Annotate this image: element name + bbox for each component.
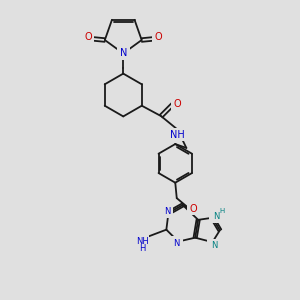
Bar bbox=[160, 205, 173, 218]
Text: NH: NH bbox=[170, 130, 185, 140]
Text: O: O bbox=[173, 99, 181, 109]
Text: O: O bbox=[155, 32, 162, 42]
Bar bbox=[171, 97, 184, 110]
Text: N: N bbox=[174, 238, 180, 247]
Bar bbox=[117, 47, 130, 60]
Text: N: N bbox=[120, 48, 127, 59]
Bar bbox=[209, 210, 223, 223]
Bar bbox=[81, 31, 94, 44]
Bar bbox=[136, 235, 149, 248]
Text: N: N bbox=[213, 212, 219, 221]
Text: O: O bbox=[84, 32, 92, 42]
Text: N: N bbox=[211, 241, 217, 250]
Bar bbox=[207, 238, 220, 252]
Bar bbox=[170, 236, 183, 250]
Text: H: H bbox=[140, 244, 146, 253]
Text: H: H bbox=[219, 208, 225, 214]
Bar bbox=[171, 128, 184, 141]
Text: NH: NH bbox=[136, 237, 149, 246]
Bar bbox=[187, 202, 200, 215]
Text: N: N bbox=[164, 207, 170, 216]
Text: O: O bbox=[190, 204, 197, 214]
Bar bbox=[152, 31, 165, 44]
